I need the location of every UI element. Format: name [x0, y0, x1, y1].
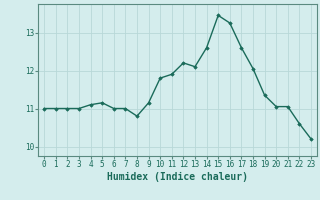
X-axis label: Humidex (Indice chaleur): Humidex (Indice chaleur)	[107, 172, 248, 182]
